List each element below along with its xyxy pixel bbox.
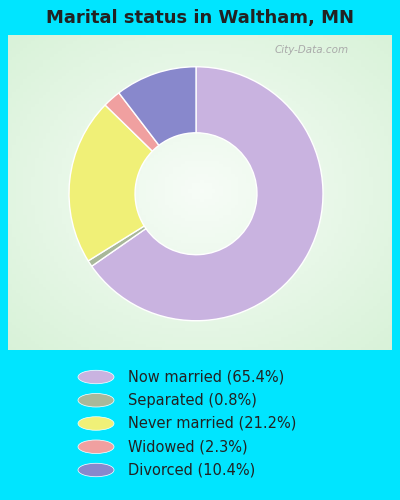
Circle shape <box>78 370 114 384</box>
Text: Divorced (10.4%): Divorced (10.4%) <box>128 462 255 477</box>
Wedge shape <box>105 93 159 151</box>
Wedge shape <box>119 66 196 146</box>
Text: Never married (21.2%): Never married (21.2%) <box>128 416 296 431</box>
Wedge shape <box>88 226 146 266</box>
Circle shape <box>78 394 114 407</box>
Circle shape <box>78 417 114 430</box>
Wedge shape <box>69 105 152 261</box>
Text: Separated (0.8%): Separated (0.8%) <box>128 393 257 408</box>
Wedge shape <box>92 66 323 320</box>
Circle shape <box>78 440 114 454</box>
Circle shape <box>78 463 114 477</box>
Text: City-Data.com: City-Data.com <box>274 44 348 54</box>
Text: Marital status in Waltham, MN: Marital status in Waltham, MN <box>46 8 354 26</box>
Text: Widowed (2.3%): Widowed (2.3%) <box>128 440 248 454</box>
Text: Now married (65.4%): Now married (65.4%) <box>128 370 284 384</box>
